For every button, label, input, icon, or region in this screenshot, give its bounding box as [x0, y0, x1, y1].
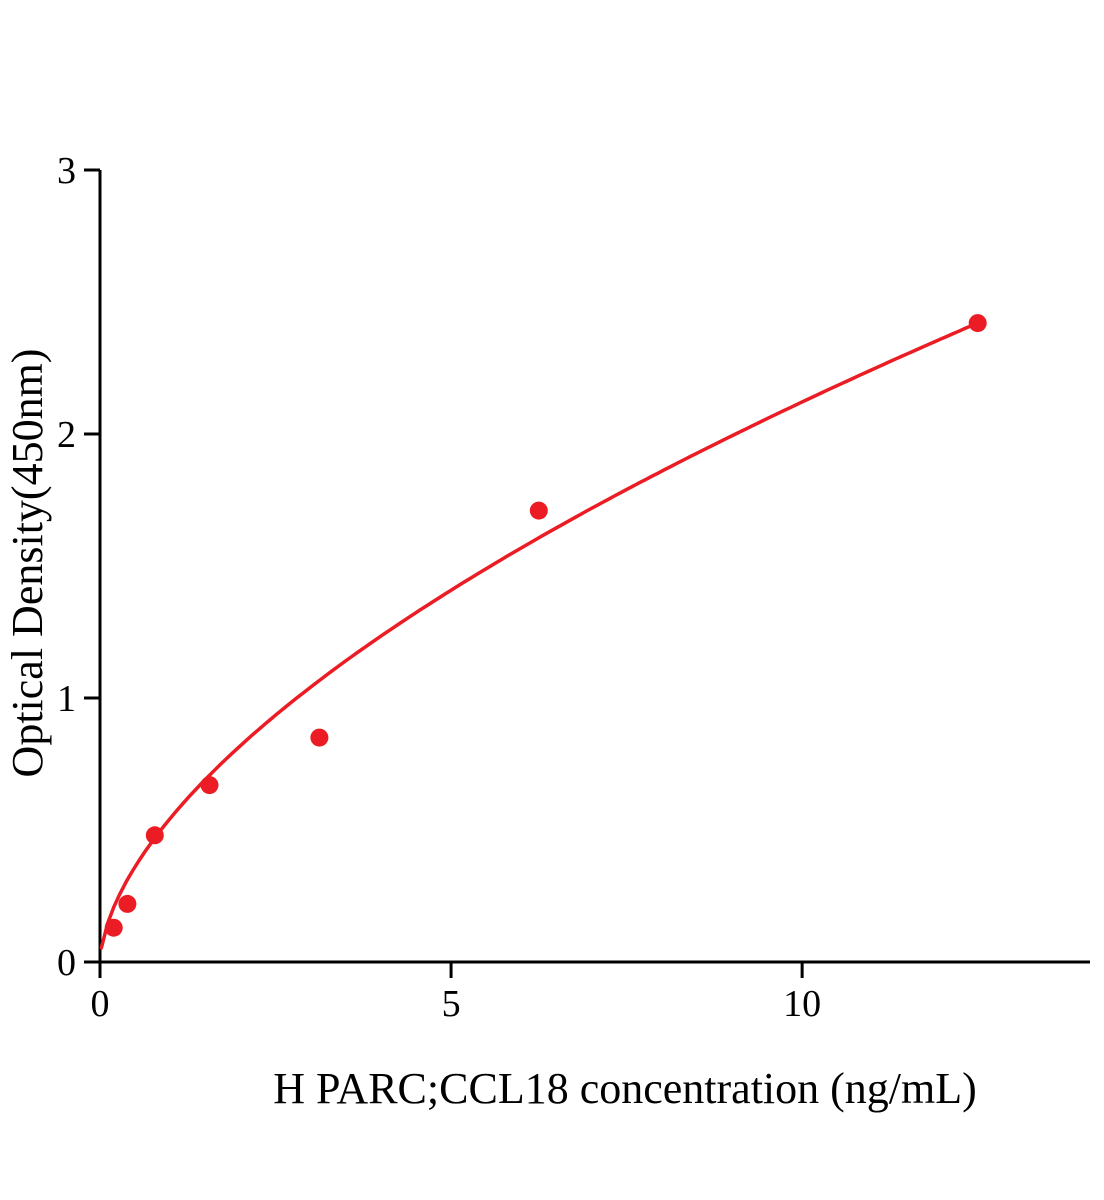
- data-point: [968, 314, 987, 333]
- plot-layer: 0 5 10 0 1 2 3: [57, 150, 1090, 1025]
- y-tick-label: 3: [57, 150, 76, 192]
- data-point: [118, 894, 137, 913]
- y-axis-title: Optical Density(450nm): [3, 349, 52, 778]
- y-tick-label: 1: [57, 678, 76, 720]
- data-point: [310, 728, 329, 747]
- data-point: [529, 501, 548, 520]
- x-tick-label: 10: [783, 983, 821, 1025]
- fit-curve: [99, 321, 980, 950]
- x-tick-label: 0: [91, 983, 110, 1025]
- y-tick-label: 2: [57, 414, 76, 456]
- data-point: [145, 826, 164, 845]
- data-point: [200, 776, 219, 795]
- x-tick-label: 5: [442, 983, 461, 1025]
- y-tick-label: 0: [57, 942, 76, 984]
- data-point: [104, 918, 123, 937]
- x-axis-title: H PARC;CCL18 concentration (ng/mL): [273, 1064, 977, 1113]
